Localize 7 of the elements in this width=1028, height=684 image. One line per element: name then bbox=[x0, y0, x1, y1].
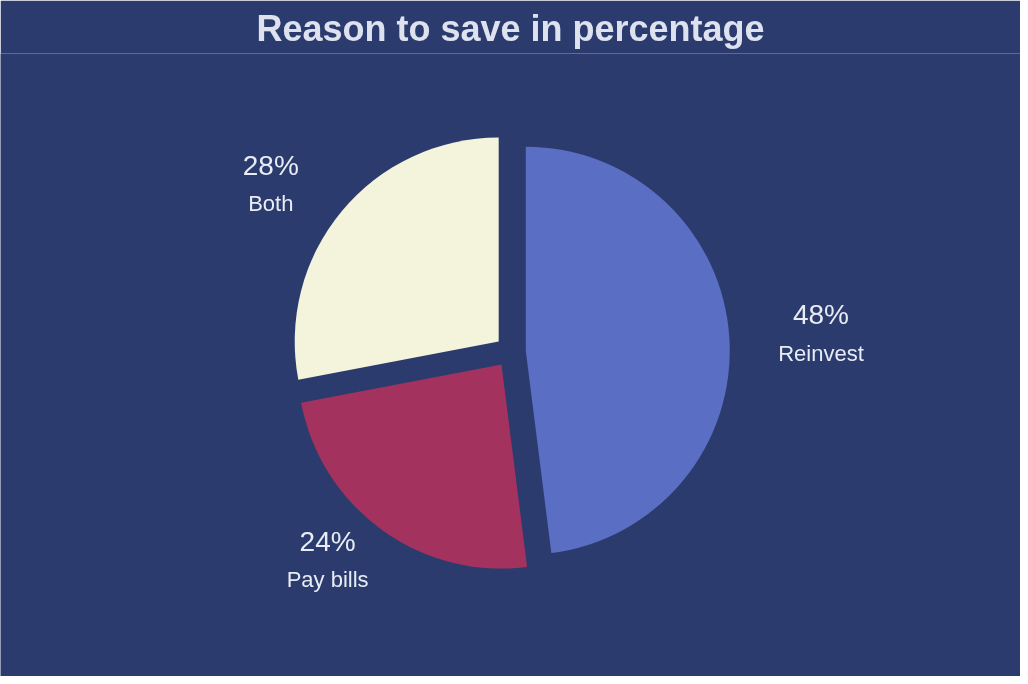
slice-label: Pay bills bbox=[286, 567, 369, 593]
slice-label: Reinvest bbox=[778, 340, 864, 366]
data-label: 48% bbox=[792, 299, 850, 331]
slice-label: Both bbox=[248, 191, 294, 217]
data-label: 24% bbox=[299, 525, 356, 557]
chart-title: Reason to save in percentage bbox=[256, 7, 765, 49]
data-label: 28% bbox=[242, 149, 299, 181]
